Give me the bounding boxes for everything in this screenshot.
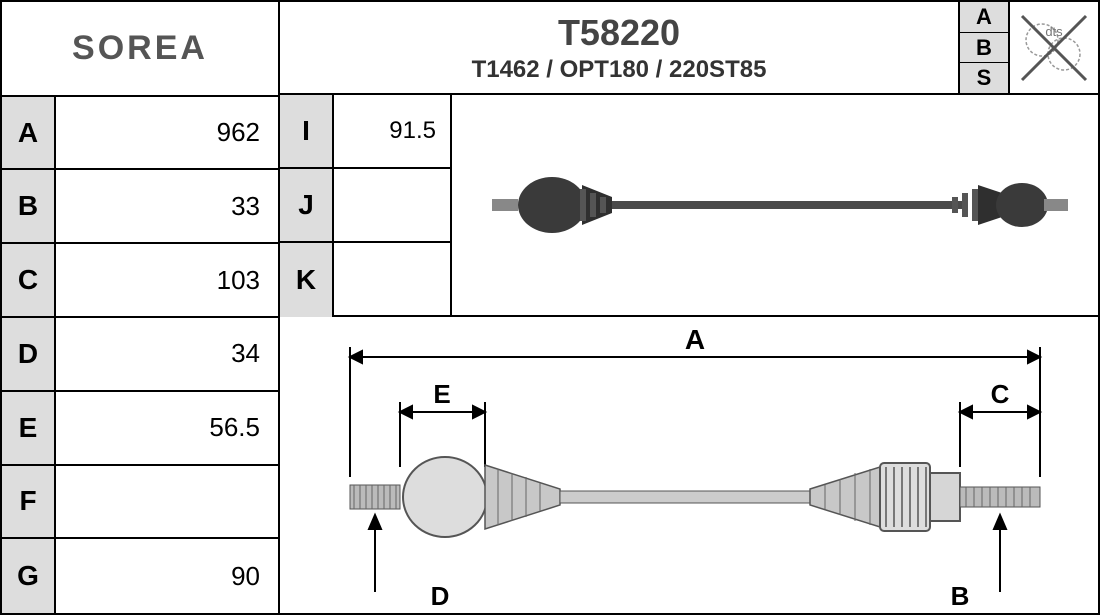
spec-row-b: B 33: [2, 170, 278, 244]
sub-references: T1462 / OPT180 / 220ST85: [472, 56, 767, 84]
spec-row-c: C 103: [2, 244, 278, 318]
abs-cell: A: [960, 2, 1008, 32]
spec-label: A: [2, 97, 56, 169]
driveshaft-photo-illustration: [492, 177, 1068, 233]
dimension-d: [369, 515, 381, 592]
spec-label: E: [2, 392, 56, 464]
driveshaft-schematic: [350, 457, 1040, 537]
spec-sheet: SOREA A 962 B 33 C 103 D 34 E 56.5 F G 9…: [0, 0, 1100, 615]
spec-value: 34: [56, 318, 278, 390]
dimension-b: [994, 515, 1006, 592]
mini-specs-row: I 91.5 J K: [280, 95, 1098, 317]
dimension-diagram: A E C: [280, 317, 1098, 613]
left-column: SOREA A 962 B 33 C 103 D 34 E 56.5 F G 9…: [2, 2, 280, 613]
spec-row-j: J: [280, 169, 450, 243]
brand-logo-box: SOREA: [2, 2, 278, 97]
header-row: T58220 T1462 / OPT180 / 220ST85 A B S dt…: [280, 2, 1098, 95]
dimension-c: [960, 402, 1040, 467]
product-photo: [452, 95, 1098, 315]
spec-value: 90: [56, 539, 278, 613]
spec-value: [334, 243, 450, 317]
brand-logo: SOREA: [72, 29, 208, 68]
spec-row-f: F: [2, 466, 278, 540]
dim-label-a: A: [685, 324, 705, 355]
spec-label: C: [2, 244, 56, 316]
dim-label-e: E: [433, 379, 450, 409]
spec-value: [334, 169, 450, 241]
spec-value: 91.5: [334, 95, 450, 167]
dim-label-b: B: [951, 581, 970, 611]
spec-row-i: I 91.5: [280, 95, 450, 169]
badges: A B S dts: [958, 2, 1098, 93]
mini-spec-column: I 91.5 J K: [280, 95, 452, 315]
part-number: T58220: [558, 12, 680, 54]
spec-row-k: K: [280, 243, 450, 317]
abs-cell: B: [960, 32, 1008, 63]
spec-row-d: D 34: [2, 318, 278, 392]
dim-label-c: C: [991, 379, 1010, 409]
spec-label: F: [2, 466, 56, 538]
spec-label: J: [280, 169, 334, 241]
spec-value: 103: [56, 244, 278, 316]
spec-label: D: [2, 318, 56, 390]
dts-label: dts: [1045, 24, 1063, 39]
spec-row-a: A 962: [2, 97, 278, 171]
spec-row-e: E 56.5: [2, 392, 278, 466]
spec-value: [56, 466, 278, 538]
spec-value: 56.5: [56, 392, 278, 464]
spec-label: B: [2, 170, 56, 242]
spec-label: K: [280, 243, 334, 317]
abs-cell: S: [960, 62, 1008, 93]
spec-value: 962: [56, 97, 278, 169]
title-box: T58220 T1462 / OPT180 / 220ST85: [280, 2, 958, 93]
right-area: T58220 T1462 / OPT180 / 220ST85 A B S dt…: [280, 2, 1098, 613]
spec-label: I: [280, 95, 334, 167]
dts-icon: dts: [1010, 2, 1098, 93]
abs-indicator: A B S: [960, 2, 1010, 93]
spec-row-g: G 90: [2, 539, 278, 613]
spec-label: G: [2, 539, 56, 613]
dim-label-d: D: [431, 581, 450, 611]
spec-value: 33: [56, 170, 278, 242]
